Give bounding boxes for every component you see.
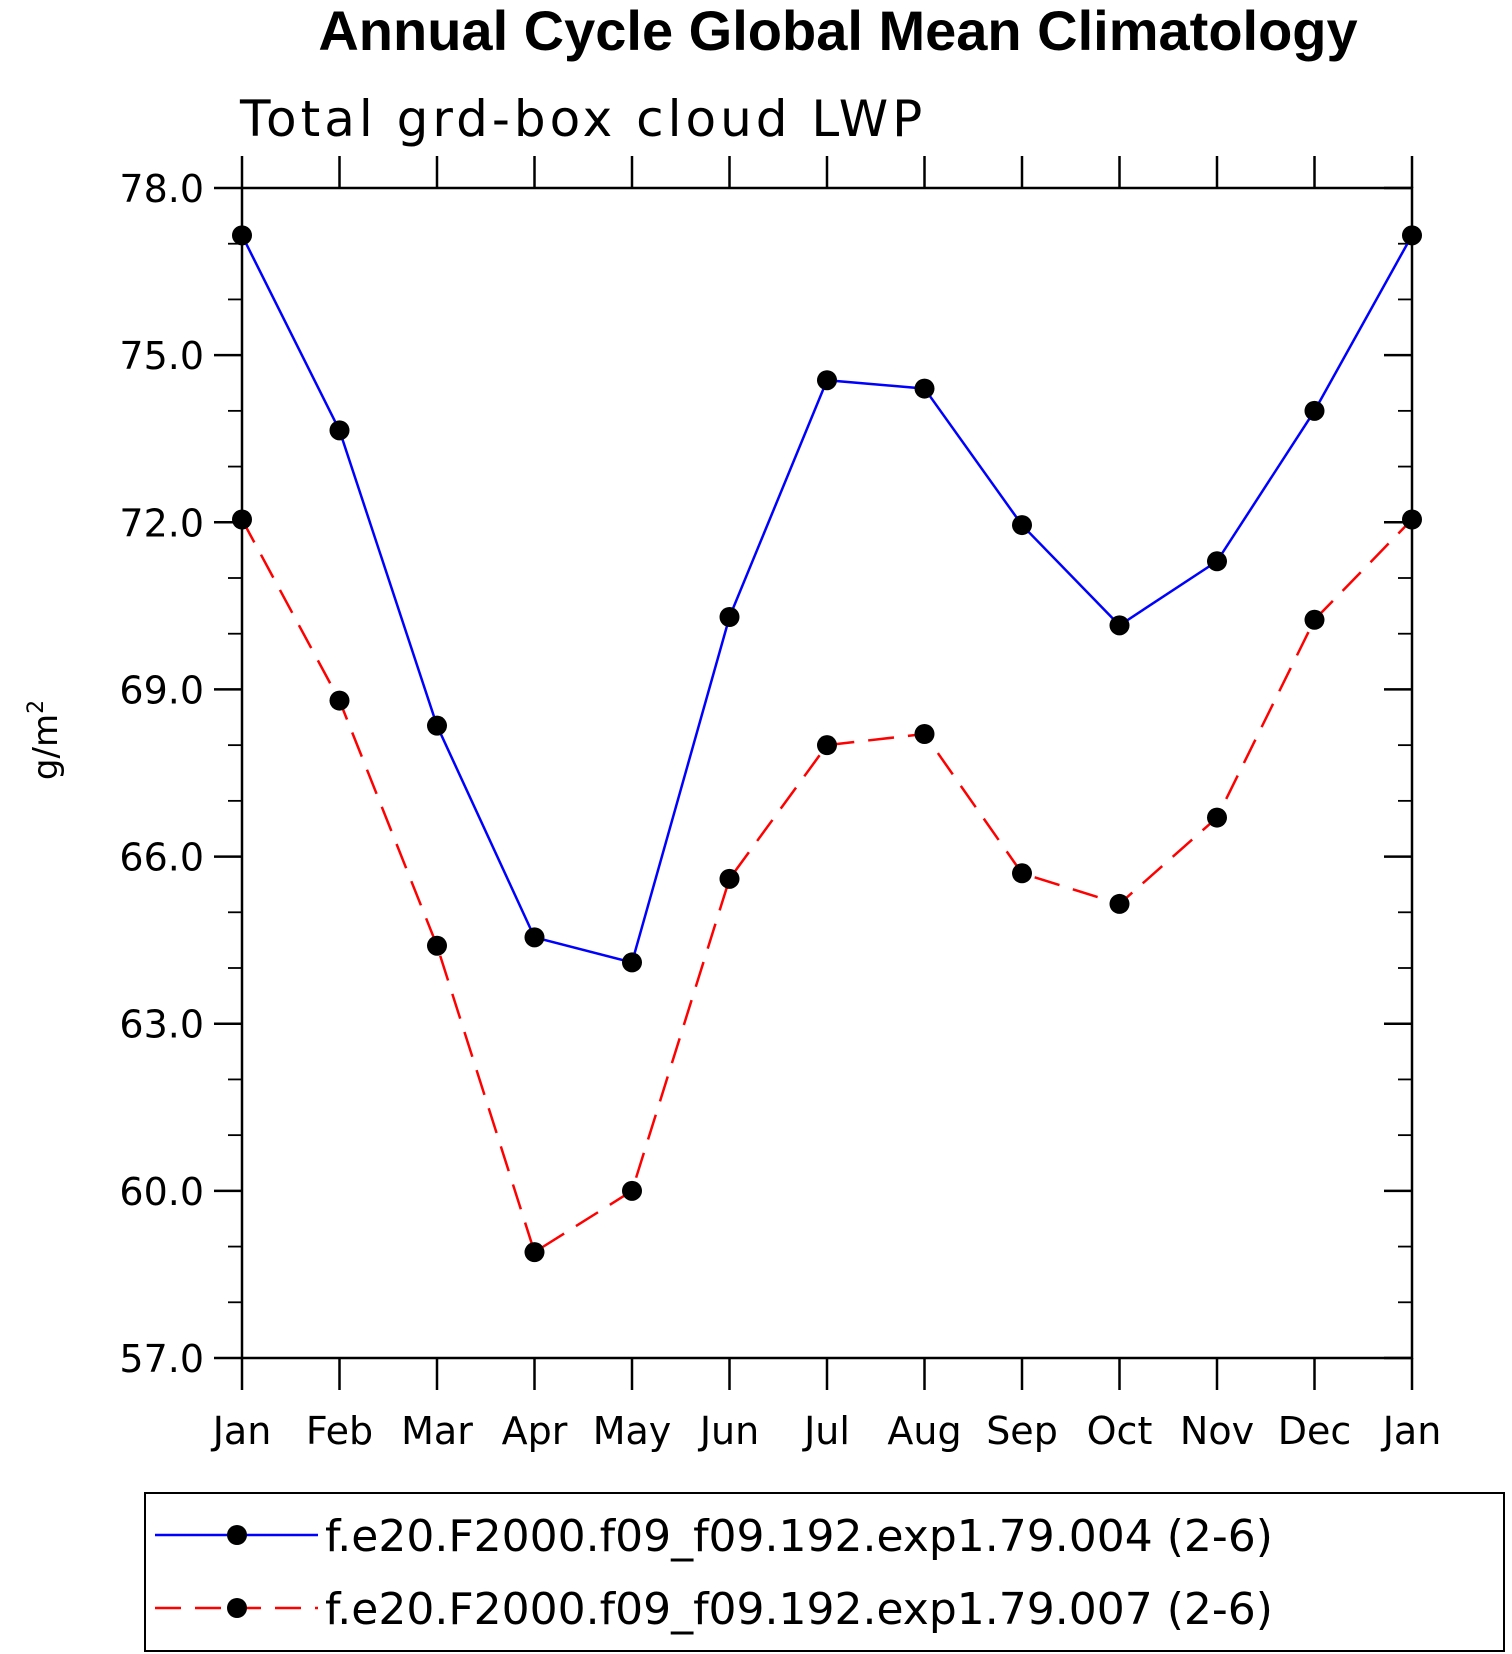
series-2-point (622, 1180, 642, 1201)
legend-swatch-marker (227, 1525, 247, 1545)
series-1-point (427, 715, 447, 736)
axis-ticks (214, 156, 1414, 1390)
series-2-point (719, 868, 740, 889)
series-2-point (232, 509, 252, 530)
x-tick-label: Feb (306, 1409, 373, 1453)
x-tick-label: Jan (1381, 1409, 1442, 1453)
x-tick-label: Nov (1180, 1409, 1254, 1453)
series-2-point (1109, 893, 1130, 914)
y-axis-label: g/m (26, 714, 66, 780)
series-markers (232, 225, 1422, 1263)
legend-label: f.e20.F2000.f09_f09.192.exp1.79.004 (2-6… (325, 1511, 1273, 1562)
series-1-point (817, 370, 837, 391)
legend-label: f.e20.F2000.f09_f09.192.exp1.79.007 (2-6… (325, 1584, 1273, 1635)
y-tick-labels: 78.0 75.0 72.0 69.0 66.0 63.0 60.0 57.0 (119, 167, 204, 1381)
series-1-point (524, 927, 545, 948)
series-1-point (329, 420, 350, 441)
series-2-point (1012, 863, 1032, 884)
svg-text:g/m2: g/m2 (24, 700, 66, 780)
series-1-point (1402, 225, 1422, 246)
chart-title: Annual Cycle Global Mean Climatology (318, 0, 1357, 62)
legend-box (144, 1492, 1505, 1652)
series-1-point (622, 952, 642, 973)
y-tick-label: 72.0 (119, 501, 204, 545)
series-line-2 (240, 518, 1413, 1255)
x-tick-label: Sep (986, 1409, 1058, 1453)
series-2-point (817, 735, 837, 756)
series-1-point (719, 607, 740, 627)
legend-swatch-marker (227, 1598, 247, 1618)
x-tick-label: Jun (698, 1409, 759, 1453)
y-tick-label: 57.0 (119, 1337, 204, 1381)
x-tick-label: May (593, 1409, 672, 1453)
legend: f.e20.F2000.f09_f09.192.exp1.79.004 (2-6… (144, 1492, 1505, 1652)
y-tick-label: 63.0 (119, 1003, 204, 1047)
series-1-point (232, 225, 252, 246)
series-line-1 (240, 234, 1414, 964)
x-tick-label: Jan (211, 1409, 272, 1453)
series-1-point (1012, 515, 1032, 536)
legend-entries: f.e20.F2000.f09_f09.192.exp1.79.004 (2-6… (155, 1511, 1273, 1635)
x-tick-label: Apr (502, 1409, 568, 1453)
x-tick-label: Jul (802, 1409, 850, 1453)
x-tick-label: Oct (1087, 1409, 1153, 1453)
series-2-point (914, 724, 935, 744)
series-1-point (914, 378, 935, 399)
x-tick-label: Aug (887, 1409, 961, 1453)
x-tick-label: Mar (401, 1409, 473, 1453)
series-2-point (1402, 509, 1422, 530)
chart-subtitle: Total grd-box cloud LWP (239, 90, 926, 148)
series-2-point (427, 935, 447, 956)
x-tick-label: Dec (1278, 1409, 1352, 1453)
series-1-point (1207, 551, 1227, 572)
series-2-point (329, 690, 350, 711)
series-2-point (1207, 807, 1227, 828)
series-1-point (1109, 615, 1130, 636)
y-tick-label: 78.0 (119, 167, 204, 211)
y-tick-label: 69.0 (119, 668, 204, 712)
series-2-point (524, 1242, 545, 1263)
y-axis-label-superscript: 2 (24, 700, 49, 714)
series-1-point (1304, 400, 1325, 421)
y-tick-label: 66.0 (119, 836, 204, 880)
y-tick-label: 60.0 (119, 1170, 204, 1214)
y-axis-title: g/m2 (24, 700, 66, 780)
y-tick-label: 75.0 (119, 334, 204, 378)
x-tick-labels: Jan Feb Mar Apr May Jun Jul Aug Sep Oct Nov Dec Jan (211, 1409, 1442, 1453)
plot-frame (240, 186, 1414, 1360)
series-2-point (1304, 609, 1325, 630)
